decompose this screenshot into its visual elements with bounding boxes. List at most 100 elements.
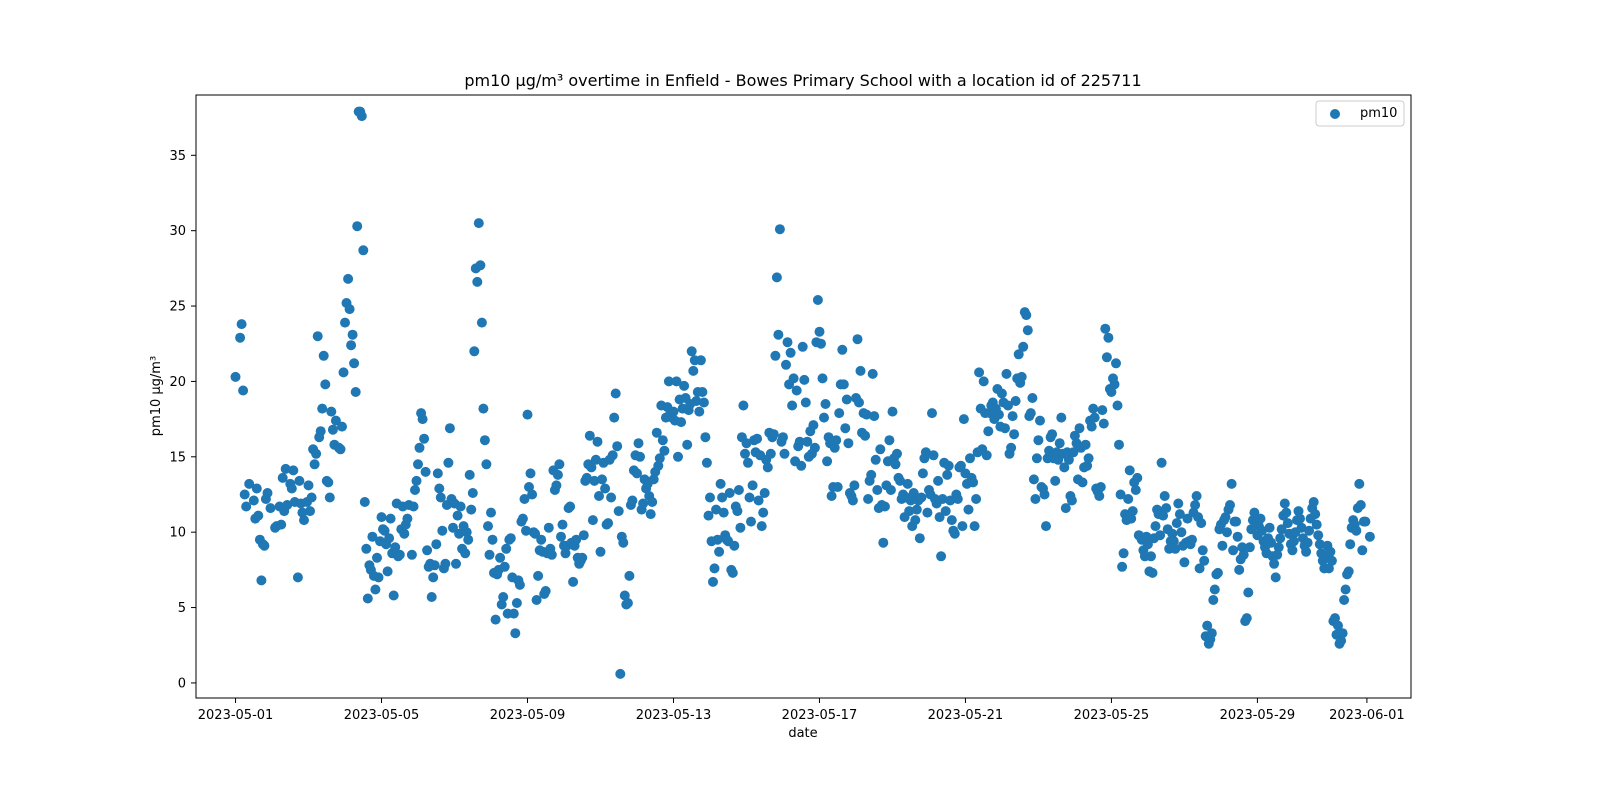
data-point <box>584 430 595 441</box>
data-point <box>589 475 600 486</box>
data-point <box>1103 332 1114 343</box>
data-point <box>955 460 966 471</box>
data-point <box>303 480 314 491</box>
data-point <box>679 380 690 391</box>
data-point <box>370 584 381 595</box>
data-point <box>735 522 746 533</box>
data-point <box>1077 477 1088 488</box>
data-point <box>476 317 487 328</box>
data-point <box>414 442 425 453</box>
data-point <box>717 492 728 503</box>
data-point <box>530 528 541 539</box>
x-tick-label: 2023-05-01 <box>198 708 274 723</box>
data-point <box>627 495 638 506</box>
data-point <box>771 272 782 283</box>
data-point <box>1025 408 1036 419</box>
data-point <box>885 485 896 495</box>
data-point <box>428 572 439 583</box>
y-tick-label: 20 <box>169 375 186 390</box>
data-point <box>983 426 994 437</box>
data-point <box>1155 530 1166 541</box>
data-point <box>933 475 944 486</box>
data-point <box>1310 509 1321 520</box>
data-point <box>847 495 858 506</box>
data-point <box>676 417 687 428</box>
y-tick-label: 0 <box>178 676 186 691</box>
data-point <box>1287 545 1298 556</box>
data-point <box>936 551 947 562</box>
data-point <box>406 549 417 560</box>
data-point <box>346 340 357 351</box>
data-point <box>1238 549 1249 560</box>
data-point <box>1089 412 1100 423</box>
data-point <box>615 668 626 679</box>
data-point <box>594 491 604 501</box>
data-point <box>752 433 763 444</box>
data-point <box>417 414 428 425</box>
data-point <box>455 501 466 512</box>
data-point <box>1088 403 1099 414</box>
data-point <box>686 346 697 357</box>
data-point <box>1209 584 1220 595</box>
data-point <box>1022 325 1033 336</box>
data-point <box>350 387 361 397</box>
data-point <box>595 546 606 557</box>
data-point <box>432 468 443 479</box>
data-point <box>1345 539 1356 550</box>
data-point <box>978 376 989 387</box>
data-point <box>841 394 852 405</box>
data-point <box>774 224 785 235</box>
data-point <box>1354 478 1365 489</box>
data-point <box>581 472 592 483</box>
data-point <box>1360 516 1371 527</box>
data-point <box>770 350 781 361</box>
data-point <box>1234 564 1245 575</box>
data-point <box>1082 460 1093 471</box>
data-point <box>372 552 382 563</box>
data-point <box>251 483 262 494</box>
y-tick-label: 5 <box>178 601 186 616</box>
data-point <box>556 531 566 542</box>
data-point <box>855 365 866 376</box>
data-point <box>557 519 568 530</box>
data-point <box>367 531 378 542</box>
data-point <box>490 614 501 625</box>
data-point <box>486 507 496 518</box>
data-point <box>402 513 413 524</box>
data-point <box>607 450 618 461</box>
data-point <box>434 483 445 494</box>
data-point <box>586 462 597 473</box>
data-point <box>1142 539 1153 550</box>
data-point <box>875 444 886 455</box>
data-point <box>799 374 810 385</box>
legend-box <box>1315 100 1405 127</box>
data-point <box>429 560 440 571</box>
data-point <box>1001 368 1012 379</box>
data-point <box>235 332 246 343</box>
data-point <box>411 475 422 486</box>
data-point <box>426 592 437 602</box>
data-point <box>479 435 490 446</box>
data-point <box>884 435 895 446</box>
data-point <box>335 444 346 455</box>
data-point <box>1117 561 1128 572</box>
data-point <box>306 492 317 503</box>
data-point <box>946 515 957 526</box>
data-point <box>373 572 384 583</box>
data-point <box>305 506 315 517</box>
data-point <box>590 454 601 465</box>
data-point <box>705 492 715 503</box>
data-point <box>920 447 931 458</box>
legend-label: pm10 <box>1360 106 1397 121</box>
data-point <box>624 570 635 581</box>
data-point <box>1106 387 1117 397</box>
data-point <box>822 456 833 467</box>
data-point <box>1018 341 1029 352</box>
data-point <box>1302 537 1313 548</box>
data-point <box>1270 572 1281 583</box>
data-point <box>618 537 629 548</box>
x-axis-label: date <box>788 726 817 741</box>
data-point <box>867 368 878 379</box>
data-point <box>996 388 1007 399</box>
data-point <box>816 338 826 349</box>
